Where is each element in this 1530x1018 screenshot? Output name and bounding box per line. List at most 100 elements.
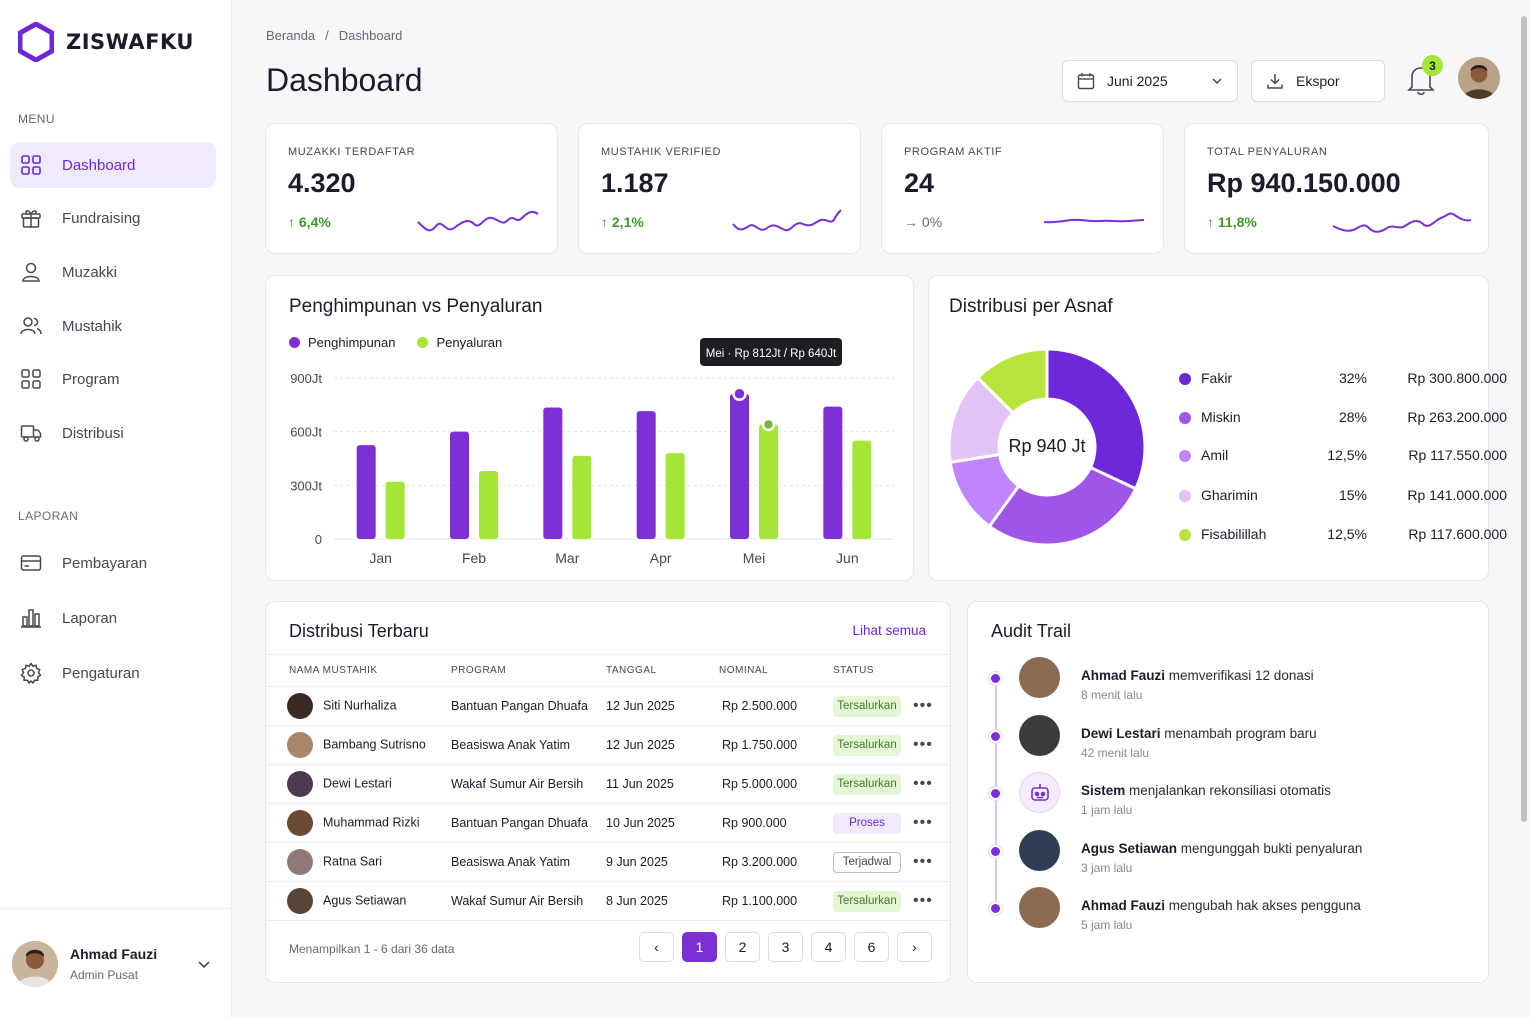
audit-item[interactable]: Ahmad Fauzi mengubah hak akses pengguna …: [988, 887, 1488, 937]
donut-slice-miskin[interactable]: [987, 465, 1138, 547]
table-row[interactable]: Dewi Lestari Wakaf Sumur Air Bersih 11 J…: [266, 764, 950, 804]
bar-penyaluran[interactable]: [385, 481, 405, 539]
breadcrumb-home[interactable]: Beranda: [266, 28, 316, 43]
header-avatar[interactable]: [1458, 57, 1500, 99]
current-user-panel[interactable]: Ahmad Fauzi Admin Pusat: [0, 908, 231, 1018]
sidebar-item-mustahik[interactable]: Mustahik: [10, 303, 216, 349]
table-row[interactable]: Bambang Sutrisno Beasiswa Anak Yatim 12 …: [266, 725, 950, 765]
table-row[interactable]: Ratna Sari Beasiswa Anak Yatim 9 Jun 202…: [266, 842, 950, 882]
audit-item[interactable]: Dewi Lestari menambah program baru 42 me…: [988, 715, 1488, 765]
bar-penyaluran[interactable]: [759, 424, 778, 539]
column-header[interactable]: TANGGAL: [606, 654, 719, 687]
page-button[interactable]: 1: [682, 932, 717, 962]
robot-icon: [1019, 772, 1060, 813]
bar-penyaluran[interactable]: [665, 453, 685, 539]
export-label: Ekspor: [1296, 73, 1340, 89]
export-button[interactable]: Ekspor: [1251, 60, 1385, 102]
bar-penghimpunan[interactable]: [730, 393, 749, 539]
bell-icon[interactable]: [1406, 62, 1436, 96]
audit-text: Ahmad Fauzi mengubah hak akses pengguna: [1081, 898, 1361, 913]
program-cell: Bantuan Pangan Dhuafa: [451, 803, 606, 843]
column-header[interactable]: NOMINAL: [719, 654, 833, 687]
chevron-down-icon[interactable]: [196, 956, 212, 972]
users-icon: [20, 317, 42, 335]
date-cell: 11 Jun 2025: [606, 764, 719, 804]
column-header[interactable]: NAMA MUSTAHIK: [266, 654, 451, 687]
page-button[interactable]: 3: [768, 932, 803, 962]
asnaf-percent: 12,5%: [1327, 447, 1367, 463]
download-icon: [1267, 74, 1283, 89]
audit-time: 8 menit lalu: [1081, 688, 1143, 702]
page-scrollbar[interactable]: [1521, 16, 1527, 822]
sidebar-item-pembayaran[interactable]: Pembayaran: [10, 540, 216, 586]
audit-item[interactable]: Ahmad Fauzi memverifikasi 12 donasi 8 me…: [988, 657, 1488, 707]
more-actions-icon[interactable]: •••: [913, 775, 933, 792]
page-button[interactable]: 6: [854, 932, 889, 962]
amount-cell: Rp 2.500.000: [719, 686, 833, 726]
bar-penghimpunan[interactable]: [450, 431, 469, 539]
y-tick-label: 300Jt: [290, 478, 322, 493]
table-row[interactable]: Muhammad Rizki Bantuan Pangan Dhuafa 10 …: [266, 803, 950, 843]
kpi-card-program: PROGRAM AKTIF 24 → 0%: [881, 123, 1164, 254]
audit-text: Sistem menjalankan rekonsiliasi otomatis: [1081, 783, 1331, 798]
column-header[interactable]: STATUS: [833, 654, 913, 687]
sidebar-item-pengaturan[interactable]: Pengaturan: [10, 650, 216, 696]
mustahik-name: Dewi Lestari: [323, 776, 392, 791]
legend-item-penyaluran: Penyaluran: [417, 335, 502, 350]
notification-badge: 3: [1422, 55, 1443, 76]
sidebar-item-dashboard[interactable]: Dashboard: [10, 142, 216, 188]
prev-page-button[interactable]: ‹: [639, 932, 674, 962]
x-tick-label: Mar: [555, 550, 579, 566]
donut-slice-fakir[interactable]: [1045, 347, 1147, 491]
table-row[interactable]: Agus Setiawan Wakaf Sumur Air Bersih 8 J…: [266, 881, 950, 921]
more-actions-icon[interactable]: •••: [913, 814, 933, 831]
bar-penyaluran[interactable]: [852, 440, 872, 539]
status-badge: Tersalurkan: [833, 890, 901, 912]
audit-trail-card: Audit Trail Ahmad Fauzi memverifikasi 12…: [967, 601, 1489, 983]
app-logo[interactable]: ZISWAFKU: [18, 22, 194, 62]
bar-penghimpunan[interactable]: [356, 445, 376, 539]
sidebar-item-fundraising[interactable]: Fundraising: [10, 195, 216, 241]
avatar: [287, 888, 313, 914]
legend-dot: [1179, 450, 1191, 462]
timeline-dot: [989, 730, 1002, 743]
chart-title: Penghimpunan vs Penyaluran: [289, 296, 543, 317]
period-select[interactable]: Juni 2025: [1062, 60, 1238, 102]
sidebar-item-label: Dashboard: [62, 156, 136, 174]
kpi-label: TOTAL PENYALURAN: [1207, 146, 1328, 158]
sidebar-item-program[interactable]: Program: [10, 356, 216, 402]
mustahik-name: Ratna Sari: [323, 854, 383, 869]
truck-icon: [20, 425, 42, 442]
timeline-dot: [989, 672, 1002, 685]
more-actions-icon[interactable]: •••: [913, 697, 933, 714]
audit-item[interactable]: Agus Setiawan mengunggah bukti penyalura…: [988, 830, 1488, 880]
mustahik-name: Bambang Sutrisno: [323, 737, 426, 752]
bar-penyaluran[interactable]: [572, 455, 592, 539]
sidebar-item-distribusi[interactable]: Distribusi: [10, 410, 216, 456]
audit-time: 5 jam lalu: [1081, 918, 1133, 932]
sparkline: [1043, 218, 1145, 224]
sidebar-item-label: Pembayaran: [62, 554, 148, 572]
column-header[interactable]: PROGRAM: [451, 654, 606, 687]
user-icon: [22, 262, 40, 282]
sparkline: [1332, 212, 1472, 233]
sidebar-item-laporan[interactable]: Laporan: [10, 595, 216, 641]
more-actions-icon[interactable]: •••: [913, 736, 933, 753]
donut-slice-fisabilillah[interactable]: [975, 347, 1049, 416]
page-button[interactable]: 2: [725, 932, 760, 962]
next-page-button[interactable]: ›: [897, 932, 932, 962]
bar-penghimpunan[interactable]: [543, 407, 563, 539]
more-actions-icon[interactable]: •••: [913, 853, 933, 870]
bar-penyaluran[interactable]: [479, 471, 498, 539]
bar-penghimpunan[interactable]: [823, 406, 843, 539]
amount-cell: Rp 1.100.000: [719, 881, 833, 921]
audit-item[interactable]: Sistem menjalankan rekonsiliasi otomatis…: [988, 772, 1488, 822]
more-actions-icon[interactable]: •••: [913, 892, 933, 909]
amount-cell: Rp 3.200.000: [719, 842, 833, 882]
table-row[interactable]: Siti Nurhaliza Bantuan Pangan Dhuafa 12 …: [266, 686, 950, 726]
bar-penghimpunan[interactable]: [636, 411, 656, 539]
see-all-link[interactable]: Lihat semua: [852, 623, 926, 638]
page-button[interactable]: 4: [811, 932, 846, 962]
sidebar-item-muzakki[interactable]: Muzakki: [10, 249, 216, 295]
gift-icon: [21, 210, 41, 228]
